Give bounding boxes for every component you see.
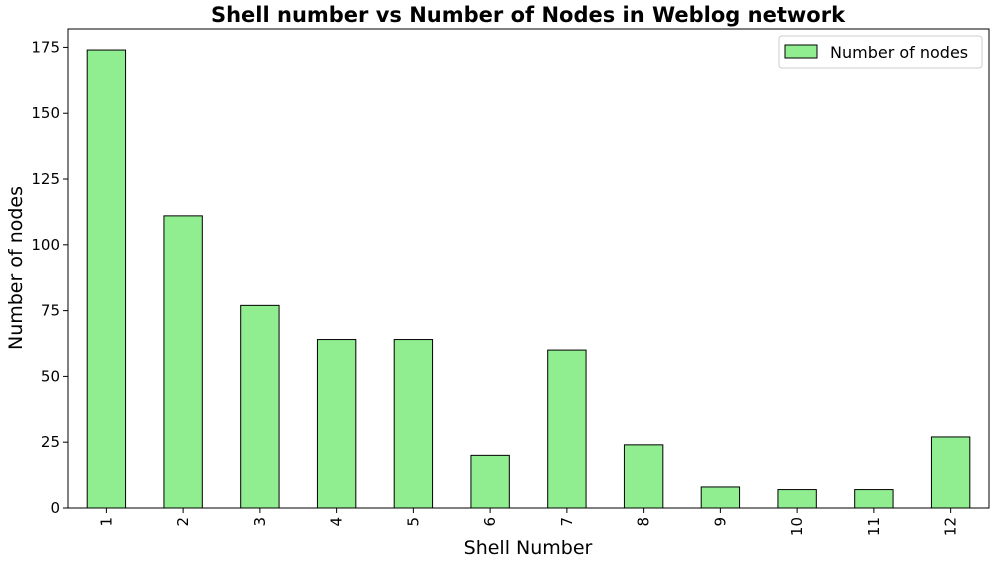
- x-tick-label: 10: [788, 517, 806, 536]
- plot-frame: [67, 28, 990, 509]
- legend-label: Number of nodes: [830, 43, 968, 62]
- x-tick-label: 11: [865, 517, 883, 536]
- x-tick-label: 6: [481, 517, 499, 527]
- y-tick-label: 25: [41, 433, 60, 451]
- y-axis: 0 25 50 75 100 125 150 175: [31, 38, 68, 517]
- bars-group: [86, 49, 971, 509]
- x-tick-label: 5: [404, 517, 422, 527]
- x-tick-label: 1: [97, 517, 115, 527]
- bar-9: [700, 486, 741, 509]
- x-tick-label: 2: [174, 517, 192, 527]
- x-tick-label: 4: [328, 517, 346, 527]
- legend-box: [778, 35, 983, 69]
- x-tick-label: 8: [635, 517, 653, 527]
- bar-1: [86, 49, 127, 509]
- bar-12: [930, 436, 971, 509]
- y-axis-label: Number of nodes: [5, 186, 27, 350]
- bar-4: [316, 339, 357, 509]
- y-tick-label: 150: [31, 104, 60, 122]
- chart-title: Shell number vs Number of Nodes in Weblo…: [211, 3, 846, 27]
- legend-swatch: [784, 44, 818, 59]
- x-tick-label: 12: [942, 517, 960, 536]
- bar-5: [393, 339, 434, 509]
- y-tick-label: 75: [41, 302, 60, 320]
- bar-7: [547, 349, 587, 509]
- x-tick-label: 9: [711, 517, 729, 527]
- y-tick-label: 175: [31, 38, 60, 56]
- bar-10: [777, 489, 817, 509]
- x-axis: 1 2 3 4 5 6 7 8 9 10 11 12: [97, 508, 960, 536]
- bar-6: [470, 454, 510, 509]
- y-tick-label: 0: [50, 499, 60, 517]
- x-tick-label: 3: [251, 517, 269, 527]
- x-axis-label: Shell Number: [464, 537, 593, 559]
- bar-2: [163, 215, 203, 509]
- x-tick-label: 7: [558, 517, 576, 527]
- bar-8: [623, 444, 664, 509]
- y-tick-label: 125: [31, 170, 60, 188]
- y-tick-label: 50: [41, 367, 60, 385]
- y-tick-label: 100: [31, 236, 60, 254]
- legend: Number of nodes: [778, 35, 983, 69]
- bar-11: [854, 489, 894, 509]
- bar-3: [240, 304, 280, 509]
